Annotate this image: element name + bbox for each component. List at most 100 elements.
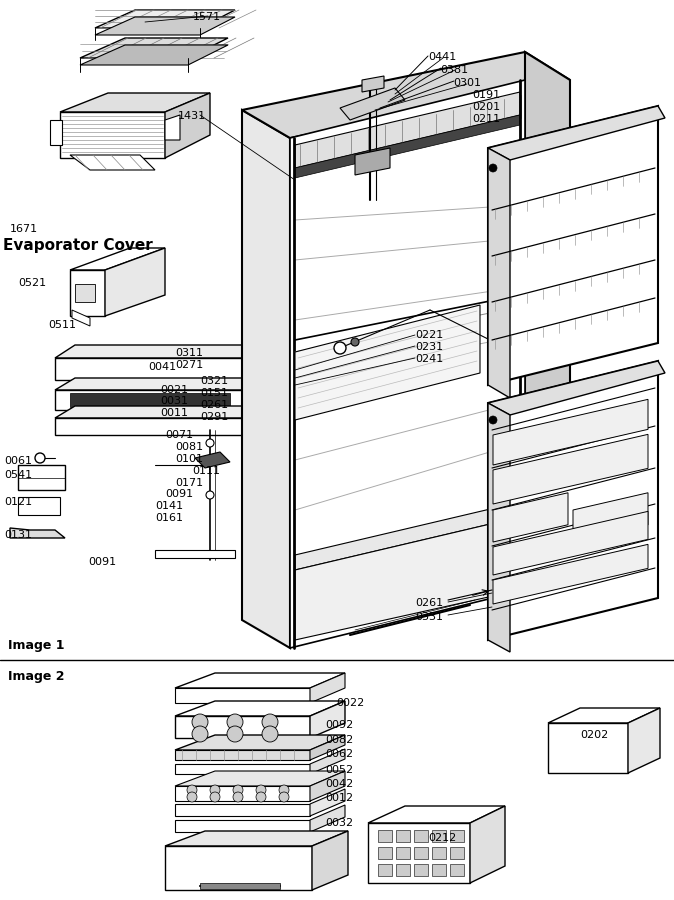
Circle shape — [334, 342, 346, 354]
Polygon shape — [175, 786, 310, 801]
Text: 0021: 0021 — [160, 385, 188, 395]
Polygon shape — [175, 764, 310, 774]
Text: 0081: 0081 — [175, 442, 203, 452]
Text: 0092: 0092 — [325, 720, 353, 730]
Polygon shape — [80, 38, 228, 58]
Polygon shape — [55, 378, 265, 390]
Polygon shape — [310, 771, 345, 801]
Polygon shape — [70, 270, 105, 316]
Text: Evaporator Cover: Evaporator Cover — [3, 238, 153, 253]
Text: 0151: 0151 — [200, 388, 228, 398]
Polygon shape — [18, 465, 65, 490]
Polygon shape — [312, 831, 348, 890]
Polygon shape — [295, 517, 520, 640]
Bar — [414, 864, 428, 876]
Polygon shape — [488, 361, 658, 640]
Polygon shape — [493, 493, 568, 542]
Polygon shape — [245, 378, 265, 410]
Text: 0441: 0441 — [428, 52, 456, 62]
Text: 0111: 0111 — [192, 466, 220, 476]
Circle shape — [256, 792, 266, 802]
Text: 0261: 0261 — [415, 598, 443, 608]
Polygon shape — [60, 112, 165, 158]
Polygon shape — [195, 452, 230, 468]
Bar — [75, 284, 95, 302]
Bar — [378, 864, 392, 876]
Text: 0381: 0381 — [440, 65, 468, 75]
Polygon shape — [493, 435, 648, 504]
Text: 1671: 1671 — [10, 224, 38, 234]
Polygon shape — [175, 804, 310, 816]
Text: 0041: 0041 — [148, 362, 176, 372]
Polygon shape — [10, 528, 65, 538]
Polygon shape — [242, 110, 290, 648]
Text: 1431: 1431 — [178, 111, 206, 121]
Text: 0121: 0121 — [4, 497, 32, 507]
Text: 0062: 0062 — [325, 749, 353, 759]
Polygon shape — [488, 148, 510, 398]
Text: 0012: 0012 — [325, 793, 353, 803]
Polygon shape — [245, 406, 265, 435]
Polygon shape — [70, 248, 165, 270]
Polygon shape — [493, 511, 648, 575]
Polygon shape — [155, 550, 235, 558]
Polygon shape — [165, 93, 210, 158]
Polygon shape — [72, 310, 90, 326]
Text: 0321: 0321 — [200, 376, 228, 386]
Polygon shape — [368, 806, 505, 823]
Polygon shape — [488, 361, 665, 415]
Circle shape — [262, 714, 278, 730]
Text: 0141: 0141 — [155, 501, 183, 511]
Circle shape — [279, 792, 289, 802]
Polygon shape — [310, 701, 345, 738]
Polygon shape — [310, 749, 345, 774]
Polygon shape — [355, 148, 390, 175]
Text: 0161: 0161 — [155, 513, 183, 523]
Text: 0042: 0042 — [325, 779, 353, 789]
Text: 0211: 0211 — [472, 114, 500, 124]
Text: 0521: 0521 — [18, 278, 46, 288]
Text: 0022: 0022 — [336, 698, 364, 708]
Bar — [450, 864, 464, 876]
Bar — [396, 830, 410, 842]
Polygon shape — [628, 708, 660, 773]
Polygon shape — [548, 723, 628, 773]
Polygon shape — [70, 155, 155, 170]
Text: Image 1: Image 1 — [8, 639, 65, 652]
Polygon shape — [175, 771, 345, 786]
Polygon shape — [55, 418, 245, 435]
Text: 0011: 0011 — [160, 408, 188, 418]
Polygon shape — [175, 735, 345, 750]
Polygon shape — [295, 115, 520, 178]
Polygon shape — [488, 106, 665, 160]
Bar — [432, 864, 446, 876]
Text: 0082: 0082 — [325, 735, 353, 745]
Text: 0311: 0311 — [175, 348, 203, 358]
Polygon shape — [310, 735, 345, 760]
Bar — [450, 847, 464, 859]
Circle shape — [210, 785, 220, 795]
Circle shape — [210, 792, 220, 802]
Text: Image 2: Image 2 — [8, 670, 65, 683]
Polygon shape — [50, 120, 62, 145]
Polygon shape — [488, 106, 658, 385]
Polygon shape — [488, 403, 510, 652]
Polygon shape — [470, 806, 505, 883]
Text: 0241: 0241 — [415, 354, 443, 364]
Text: 0231: 0231 — [415, 342, 443, 352]
Polygon shape — [310, 789, 345, 816]
Polygon shape — [573, 493, 648, 542]
Polygon shape — [340, 88, 405, 120]
Polygon shape — [310, 805, 345, 832]
Text: 0201: 0201 — [472, 102, 500, 112]
Polygon shape — [55, 358, 245, 380]
Text: 1571: 1571 — [193, 12, 221, 22]
Polygon shape — [362, 76, 384, 92]
Text: 0301: 0301 — [453, 78, 481, 88]
Polygon shape — [295, 305, 480, 420]
Polygon shape — [165, 115, 180, 140]
Polygon shape — [175, 701, 345, 716]
Polygon shape — [165, 831, 348, 846]
Polygon shape — [60, 93, 210, 112]
Text: 0261: 0261 — [200, 400, 228, 410]
